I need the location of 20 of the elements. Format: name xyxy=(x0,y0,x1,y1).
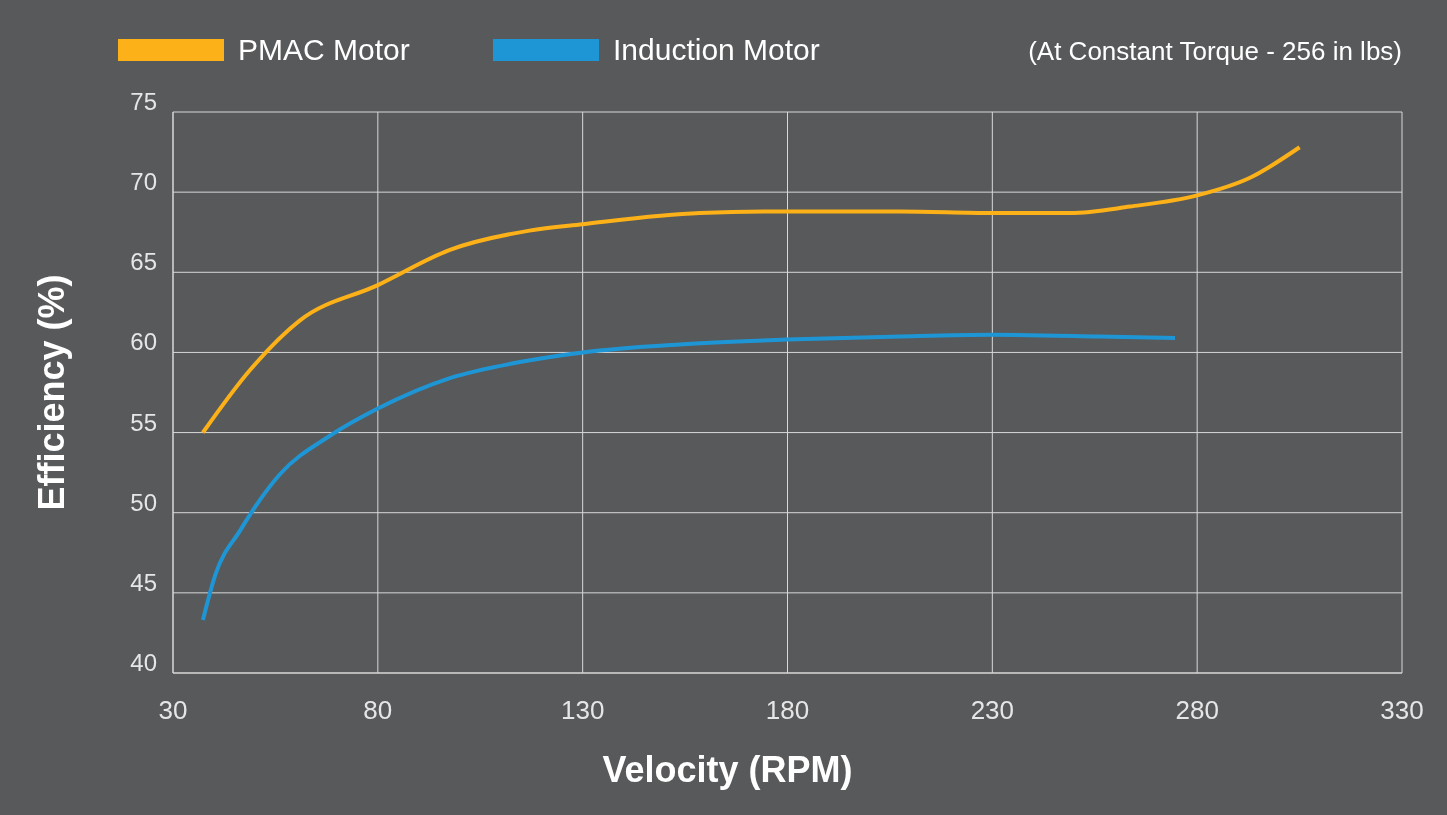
x-tick-label: 280 xyxy=(1175,695,1219,725)
x-tick-label: 180 xyxy=(765,695,810,725)
y-tick-label: 65 xyxy=(130,248,157,276)
legend-label: PMAC Motor xyxy=(238,33,410,66)
y-tick-label: 60 xyxy=(130,328,157,356)
y-tick-label: 40 xyxy=(130,649,157,676)
y-tick-label: 55 xyxy=(130,408,157,436)
legend-label: Induction Motor xyxy=(613,33,820,66)
y-tick-label: 70 xyxy=(130,168,157,196)
x-tick-label: 80 xyxy=(363,695,393,725)
y-tick-label: 45 xyxy=(130,568,157,596)
x-tick-label: 230 xyxy=(970,695,1015,725)
text: (At Constant Torque - 256 in lbs) xyxy=(1028,36,1402,66)
y-tick-label: 50 xyxy=(130,488,157,516)
y-axis-title: Efficiency (%) xyxy=(31,274,72,511)
x-axis-title: Velocity (RPM) xyxy=(602,749,853,790)
x-tick-label: 130 xyxy=(560,695,605,725)
x-tick-label: 30 xyxy=(158,695,188,725)
y-tick-label: 75 xyxy=(130,88,157,115)
x-tick-label: 330 xyxy=(1380,695,1424,725)
